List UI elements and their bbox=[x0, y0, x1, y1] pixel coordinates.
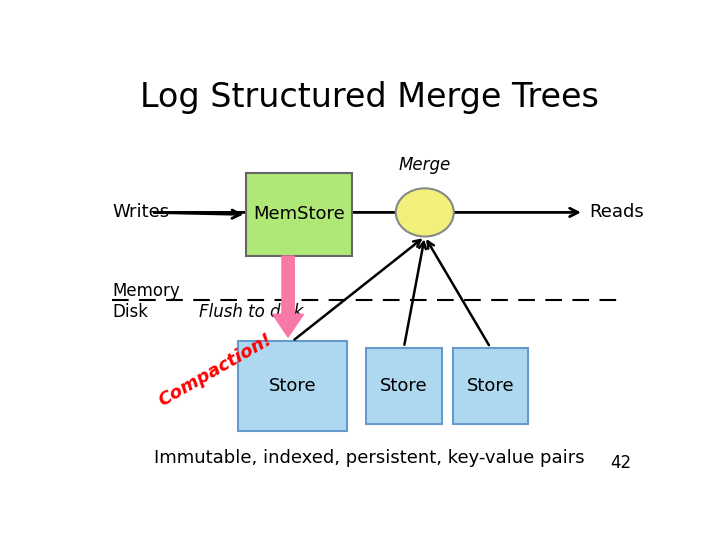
Text: Merge: Merge bbox=[399, 156, 451, 174]
Text: Immutable, indexed, persistent, key-value pairs: Immutable, indexed, persistent, key-valu… bbox=[153, 449, 585, 467]
Text: Flush to disk: Flush to disk bbox=[199, 303, 303, 321]
FancyBboxPatch shape bbox=[246, 173, 352, 256]
FancyBboxPatch shape bbox=[453, 348, 528, 424]
Text: Memory: Memory bbox=[112, 282, 180, 300]
Text: 42: 42 bbox=[610, 454, 631, 472]
Text: MemStore: MemStore bbox=[253, 206, 345, 224]
Text: Compaction!: Compaction! bbox=[156, 330, 276, 410]
Ellipse shape bbox=[396, 188, 454, 237]
FancyBboxPatch shape bbox=[366, 348, 441, 424]
Text: Store: Store bbox=[269, 377, 316, 395]
Text: Disk: Disk bbox=[112, 303, 148, 321]
Text: Writes: Writes bbox=[112, 204, 169, 221]
FancyBboxPatch shape bbox=[238, 341, 347, 431]
Text: Log Structured Merge Trees: Log Structured Merge Trees bbox=[140, 82, 598, 114]
Text: Reads: Reads bbox=[590, 204, 644, 221]
Text: Store: Store bbox=[467, 377, 514, 395]
Text: Store: Store bbox=[380, 377, 428, 395]
FancyArrow shape bbox=[273, 256, 303, 337]
